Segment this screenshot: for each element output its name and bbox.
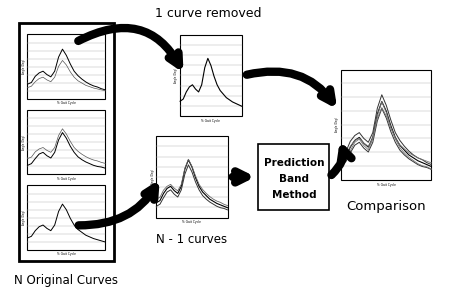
FancyBboxPatch shape xyxy=(27,35,105,99)
FancyBboxPatch shape xyxy=(180,35,242,116)
FancyBboxPatch shape xyxy=(341,70,431,180)
FancyBboxPatch shape xyxy=(27,186,105,250)
Text: % Gait Cycle: % Gait Cycle xyxy=(201,119,220,123)
Text: % Gait Cycle: % Gait Cycle xyxy=(182,220,201,224)
Text: Band: Band xyxy=(279,174,309,184)
Text: Angle (Deg): Angle (Deg) xyxy=(22,210,26,225)
Text: % Gait Cycle: % Gait Cycle xyxy=(57,101,76,105)
Text: Prediction: Prediction xyxy=(264,158,324,168)
FancyBboxPatch shape xyxy=(156,136,228,218)
Text: N - 1 curves: N - 1 curves xyxy=(156,233,228,246)
Text: Angle (Deg): Angle (Deg) xyxy=(174,68,178,83)
Text: % Gait Cycle: % Gait Cycle xyxy=(57,252,76,256)
FancyBboxPatch shape xyxy=(19,23,114,261)
Text: Angle (Deg): Angle (Deg) xyxy=(22,135,26,150)
FancyBboxPatch shape xyxy=(258,144,329,210)
FancyBboxPatch shape xyxy=(27,110,105,174)
Text: Angle (Deg): Angle (Deg) xyxy=(336,117,339,132)
Text: Comparison: Comparison xyxy=(346,200,426,213)
Text: % Gait Cycle: % Gait Cycle xyxy=(57,177,76,180)
Text: Angle (Deg): Angle (Deg) xyxy=(151,169,155,184)
Text: % Gait Cycle: % Gait Cycle xyxy=(377,183,396,187)
Text: Method: Method xyxy=(272,190,316,200)
Text: N Original Curves: N Original Curves xyxy=(14,274,118,287)
Text: 1 curve removed: 1 curve removed xyxy=(155,7,262,20)
Text: Angle (Deg): Angle (Deg) xyxy=(22,59,26,74)
